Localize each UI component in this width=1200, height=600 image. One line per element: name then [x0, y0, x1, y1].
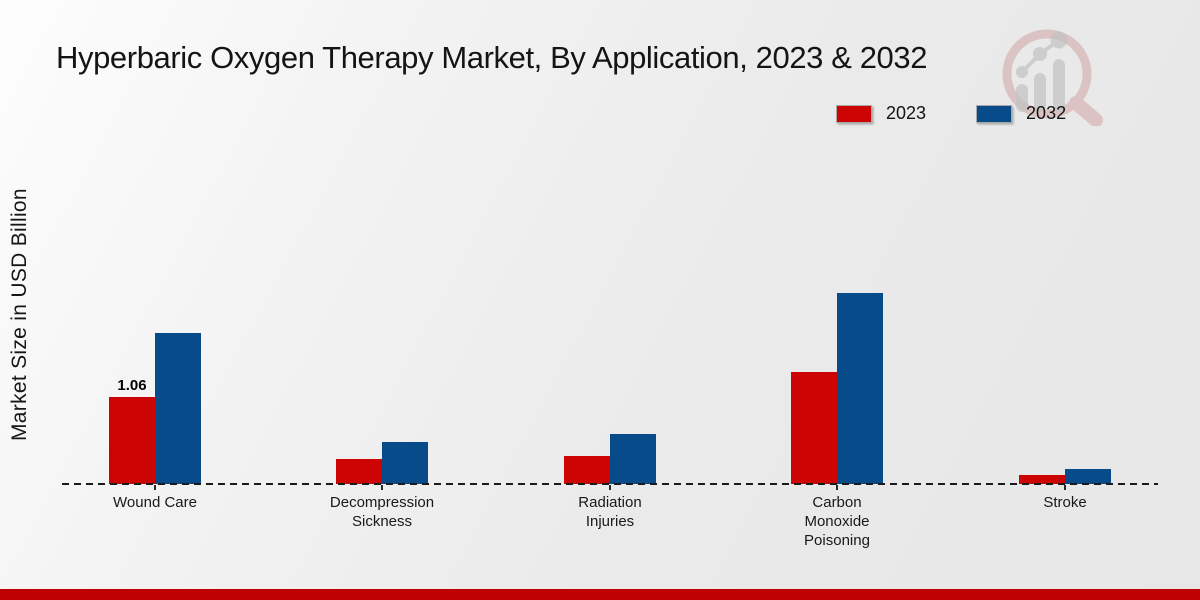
bar-2032	[382, 442, 428, 484]
bar-2023	[791, 372, 837, 484]
bar-group	[564, 244, 656, 484]
footer-accent-bar	[0, 589, 1200, 600]
bar-2032	[610, 434, 656, 484]
bar-2032	[1065, 469, 1111, 484]
bar-2023	[1019, 475, 1065, 484]
legend-swatch-2032-icon	[976, 104, 1013, 123]
x-axis-category-label: Decompression Sickness	[329, 494, 435, 530]
legend-label-2023: 2023	[886, 103, 927, 123]
legend-item-2032: 2032	[976, 103, 1066, 124]
x-axis-tick	[609, 485, 611, 490]
bar-2023	[109, 397, 155, 484]
legend-label-2032: 2032	[1026, 103, 1067, 123]
bar-2023	[564, 456, 610, 484]
legend-item-2023: 2023	[836, 103, 926, 124]
bar-group	[1019, 244, 1111, 484]
bar-group: 1.06	[109, 244, 201, 484]
x-axis-category-label: Stroke	[1043, 494, 1087, 511]
x-axis-tick	[836, 485, 838, 490]
bar-2032	[155, 333, 201, 484]
bar-2023	[336, 459, 382, 484]
plot-area: 1.06	[62, 244, 1158, 484]
x-axis-baseline	[62, 483, 1158, 485]
watermark-magnifier-chart-icon	[1002, 29, 1103, 126]
bar-value-label: 1.06	[117, 377, 147, 394]
bar-group	[336, 244, 428, 484]
bar-2032	[837, 293, 883, 484]
bar-group	[791, 244, 883, 484]
y-axis-label: Market Size in USD Billion	[8, 188, 31, 441]
legend-swatch-2023-icon	[836, 104, 872, 123]
x-axis-tick	[154, 485, 156, 490]
legend: 2023 2032	[836, 103, 1066, 124]
x-axis-tick	[381, 485, 383, 490]
chart-title: Hyperbaric Oxygen Therapy Market, By App…	[56, 40, 928, 75]
x-axis-tick	[1064, 485, 1066, 490]
x-axis-category-label: Radiation Injuries	[578, 494, 642, 530]
x-axis-category-label: Wound Care	[113, 494, 197, 511]
x-axis-category-label: Carbon Monoxide Poisoning	[804, 494, 870, 549]
